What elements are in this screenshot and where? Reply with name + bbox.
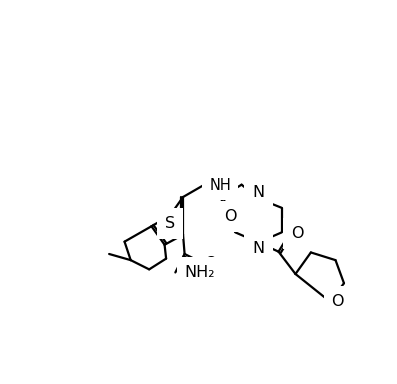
Text: O: O [331, 294, 344, 309]
Text: NH: NH [209, 178, 231, 193]
Text: NH₂: NH₂ [185, 265, 215, 280]
Text: O: O [291, 227, 303, 242]
Text: N: N [252, 185, 264, 200]
Text: O: O [204, 256, 217, 271]
Text: N: N [252, 241, 264, 256]
Text: O: O [225, 209, 237, 224]
Text: S: S [165, 216, 175, 231]
